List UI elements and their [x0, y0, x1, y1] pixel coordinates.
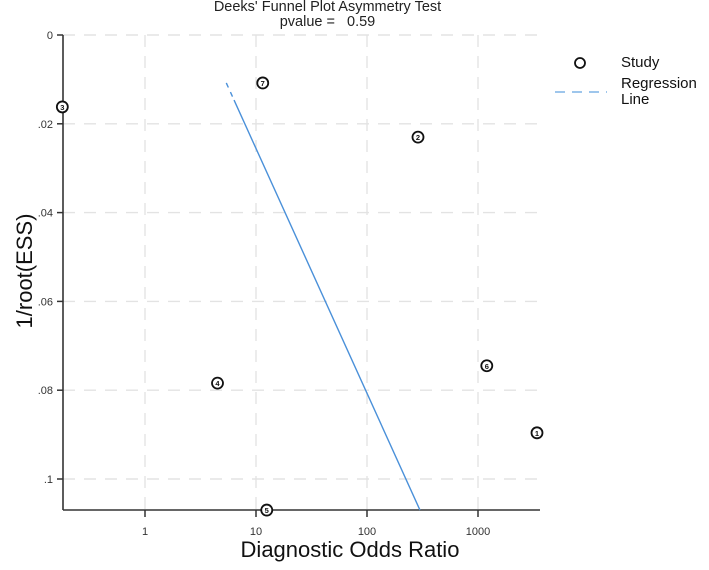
legend-item-regression: Regression Line — [555, 76, 697, 110]
svg-text:1: 1 — [535, 429, 539, 438]
chart-title: Deeks' Funnel Plot Asymmetry Test — [213, 0, 442, 15]
y-tick-label: .04 — [38, 208, 53, 220]
legend-label-regression: Regression — [621, 75, 697, 92]
study-point-2: 2 — [411, 130, 425, 144]
x-tick-label: 100 — [358, 526, 376, 538]
y-tick-label: .08 — [38, 385, 53, 397]
x-axis-label: Diagnostic Odds Ratio — [240, 537, 460, 562]
legend-label-line: Line — [621, 91, 650, 108]
legend-label-study: Study — [621, 54, 660, 71]
study-point-6: 6 — [480, 359, 494, 373]
x-tick-label: 1000 — [466, 526, 490, 538]
y-axis-label: 1/root(ESS) — [12, 213, 37, 329]
hollow-circle-icon — [574, 57, 586, 69]
svg-text:5: 5 — [265, 506, 269, 515]
x-tick-label: 10 — [250, 526, 262, 538]
svg-text:2: 2 — [416, 133, 420, 142]
svg-text:4: 4 — [215, 379, 220, 388]
svg-text:6: 6 — [485, 362, 489, 371]
regression-line — [225, 82, 421, 511]
study-point-4: 4 — [211, 376, 224, 390]
legend-item-study: Study — [560, 55, 659, 71]
study-point-5: 5 — [260, 503, 274, 517]
axes: 0 .02 .04 .06 .08 .1 1 10 100 1000 — [38, 30, 540, 538]
study-points: 1 2 3 4 5 6 7 — [55, 76, 544, 517]
svg-text:7: 7 — [261, 79, 265, 88]
y-tick-label: .02 — [38, 119, 53, 131]
grid-lines — [63, 34, 540, 510]
svg-text:3: 3 — [60, 103, 64, 112]
y-tick-label: .1 — [44, 474, 53, 486]
chart-subtitle-pvalue: pvalue = 0.59 — [279, 14, 376, 30]
study-point-7: 7 — [256, 76, 270, 90]
dashed-line-icon — [555, 91, 607, 93]
y-tick-label: .06 — [38, 296, 53, 308]
regression-line-solid — [233, 99, 421, 511]
study-point-3: 3 — [55, 100, 69, 114]
regression-line-dashed — [225, 82, 235, 101]
study-point-1: 1 — [530, 426, 544, 440]
y-tick-label: 0 — [47, 30, 53, 42]
x-tick-label: 1 — [142, 526, 148, 538]
